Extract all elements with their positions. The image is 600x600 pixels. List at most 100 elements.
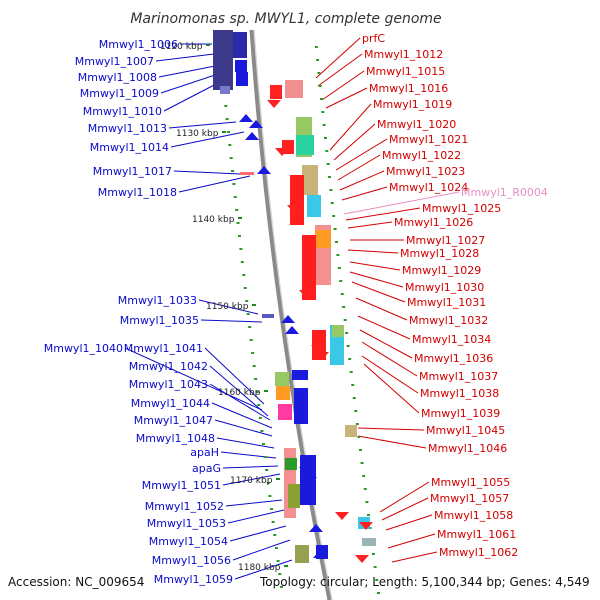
gene-label-right: Mmwyl1_1015 <box>366 65 445 78</box>
track-dot <box>330 202 334 204</box>
track-dot <box>263 456 267 458</box>
label-connector <box>200 319 263 323</box>
label-connector <box>349 261 401 271</box>
track-dot <box>261 443 265 445</box>
gene-label-left: Mmwyl1_1043 <box>129 378 208 391</box>
gene-arrow <box>239 114 253 122</box>
gene-label-left: Mmwyl1_1033 <box>118 294 197 307</box>
connector-lines <box>124 37 460 580</box>
track-dot <box>333 228 337 230</box>
track-dot <box>232 183 236 185</box>
gene-feature <box>275 372 289 386</box>
track-dot <box>318 85 322 87</box>
gene-feature <box>288 484 300 508</box>
gene-label-right: Mmwyl1_1062 <box>439 546 518 559</box>
label-connector <box>355 297 408 321</box>
gene-label-right: Mmwyl1_1025 <box>422 202 501 215</box>
label-connector <box>225 499 283 507</box>
label-connector <box>345 207 421 221</box>
gene-arrow <box>249 120 263 128</box>
label-connector <box>363 363 420 414</box>
track-dot <box>233 196 237 198</box>
track-dot <box>351 384 355 386</box>
gene-label-left: Mmwyl1_1051 <box>142 479 221 492</box>
gene-feature <box>270 85 282 99</box>
gene-label-left: Mmwyl1_1010 <box>83 105 162 118</box>
label-connector <box>333 123 376 161</box>
track-dot <box>274 547 278 549</box>
gene-feature <box>292 370 308 380</box>
track-dot <box>226 131 230 133</box>
track-dot <box>268 495 272 497</box>
track-dot <box>271 521 275 523</box>
track-dot <box>243 287 247 289</box>
label-connector <box>357 315 411 340</box>
label-connector <box>222 473 281 486</box>
scale-tick <box>238 217 242 219</box>
gene-label-left: Mmwyl1_1047 <box>134 414 213 427</box>
gene-label-left: Mmwyl1_1006 <box>99 38 178 51</box>
scale-label: 1180 kbp <box>238 563 281 573</box>
gene-feature <box>332 325 344 337</box>
gene-label-right: Mmwyl1_1027 <box>406 234 485 247</box>
gene-label-right: Mmwyl1_1029 <box>402 264 481 277</box>
label-connector <box>209 383 271 421</box>
gene-arrow <box>299 290 313 298</box>
track-dot <box>340 293 344 295</box>
backbone-arc <box>249 29 333 600</box>
gene-label-right: Mmwyl1_1034 <box>412 333 491 346</box>
track-dot <box>235 209 239 211</box>
gene-feature <box>236 72 248 86</box>
gene-label-right: prfC <box>362 32 385 45</box>
label-connector <box>337 154 381 181</box>
track-dot <box>352 397 356 399</box>
gene-feature <box>262 314 274 318</box>
gene-label-right: Mmwyl1_1020 <box>377 118 456 131</box>
gene-arrow <box>285 326 299 334</box>
gene-label-left: Mmwyl1_1041 <box>124 342 203 355</box>
gene-label-left: Mmwyl1_1007 <box>75 55 154 68</box>
label-connector <box>379 481 430 513</box>
track-dot <box>376 592 380 594</box>
gene-arrow <box>355 555 369 563</box>
track-dot <box>371 553 375 555</box>
track-dot <box>365 501 369 503</box>
label-connector <box>227 509 285 524</box>
label-connector <box>335 138 388 171</box>
label-connector <box>216 437 275 449</box>
label-connector <box>168 121 237 129</box>
track-dot <box>325 150 329 152</box>
label-connector <box>359 329 413 359</box>
gene-label-right: Mmwyl1_1045 <box>426 424 505 437</box>
track-dot <box>251 352 255 354</box>
label-connector <box>381 497 429 521</box>
label-connector <box>160 73 219 94</box>
label-connector <box>357 427 425 431</box>
scale-tick <box>222 131 226 133</box>
gene-feature <box>220 86 230 94</box>
gene-label-right: Mmwyl1_1046 <box>428 442 507 455</box>
gene-label-right: Mmwyl1_1058 <box>434 509 513 522</box>
track-dot <box>334 241 338 243</box>
track-dot <box>255 391 259 393</box>
gene-label-right: Mmwyl1_1023 <box>386 165 465 178</box>
track-dot <box>323 137 327 139</box>
track-dot <box>252 365 256 367</box>
scale-tick <box>284 565 288 567</box>
backbone-highlight <box>253 29 333 600</box>
gene-feature <box>278 404 292 420</box>
track-dot <box>328 176 332 178</box>
track-dot <box>248 326 252 328</box>
track-dot <box>343 319 347 321</box>
track-dot <box>354 410 358 412</box>
label-connector <box>321 70 365 101</box>
label-connector <box>124 347 263 411</box>
label-connector <box>220 451 277 459</box>
gene-label-right: Mmwyl1_1021 <box>389 133 468 146</box>
track-dot <box>245 300 249 302</box>
scale-tick <box>276 478 280 480</box>
gene-label-left: Mmwyl1_1056 <box>152 554 231 567</box>
gene-arrow <box>275 148 289 156</box>
accession-text: Accession: NC_009654 <box>8 575 144 589</box>
gene-label-right: Mmwyl1_1022 <box>382 149 461 162</box>
